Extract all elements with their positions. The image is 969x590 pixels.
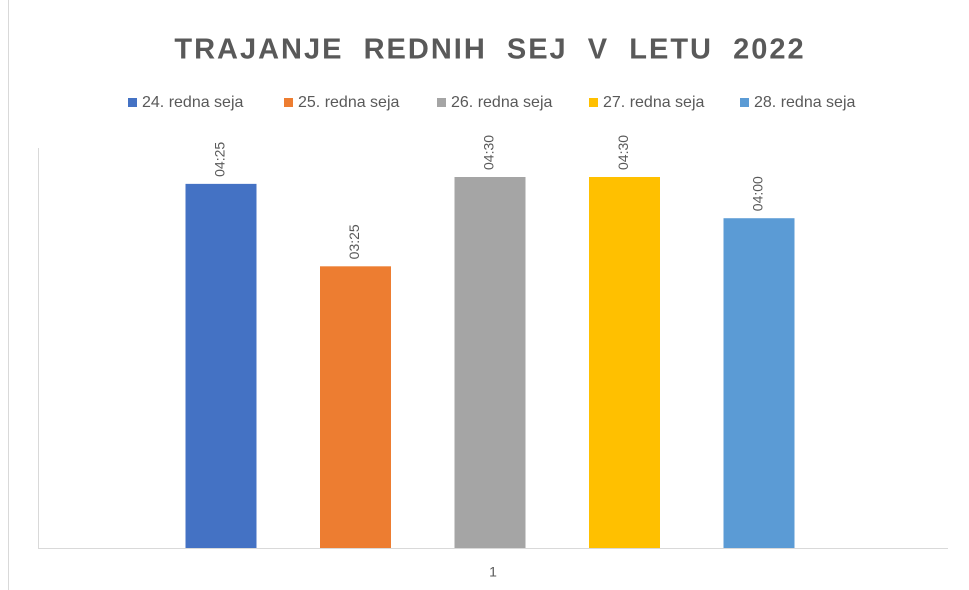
data-label: 04:30 (615, 135, 631, 170)
legend-swatch (284, 98, 293, 107)
x-tick-label: 1 (489, 564, 497, 580)
legend-label: 28. redna seja (754, 94, 856, 111)
legend-label: 27. redna seja (603, 94, 705, 111)
bar (320, 266, 391, 548)
bar (723, 218, 795, 548)
legend-label: 25. redna seja (298, 94, 400, 111)
bar (185, 183, 257, 549)
legend-label: 26. redna seja (451, 94, 553, 111)
bar (589, 177, 660, 548)
legend-swatch (740, 98, 749, 107)
data-label: 04:00 (750, 176, 766, 211)
data-label: 03:25 (346, 224, 362, 259)
legend-swatch (437, 98, 446, 107)
chart-title: TRAJANJE REDNIH SEJ V LETU 2022 (174, 34, 805, 66)
data-label: 04:25 (212, 142, 228, 177)
legend-label: 24. redna seja (142, 94, 244, 111)
legend-swatch (589, 98, 598, 107)
bar (454, 177, 526, 548)
legend-swatch (128, 98, 137, 107)
data-label: 04:30 (481, 135, 497, 170)
